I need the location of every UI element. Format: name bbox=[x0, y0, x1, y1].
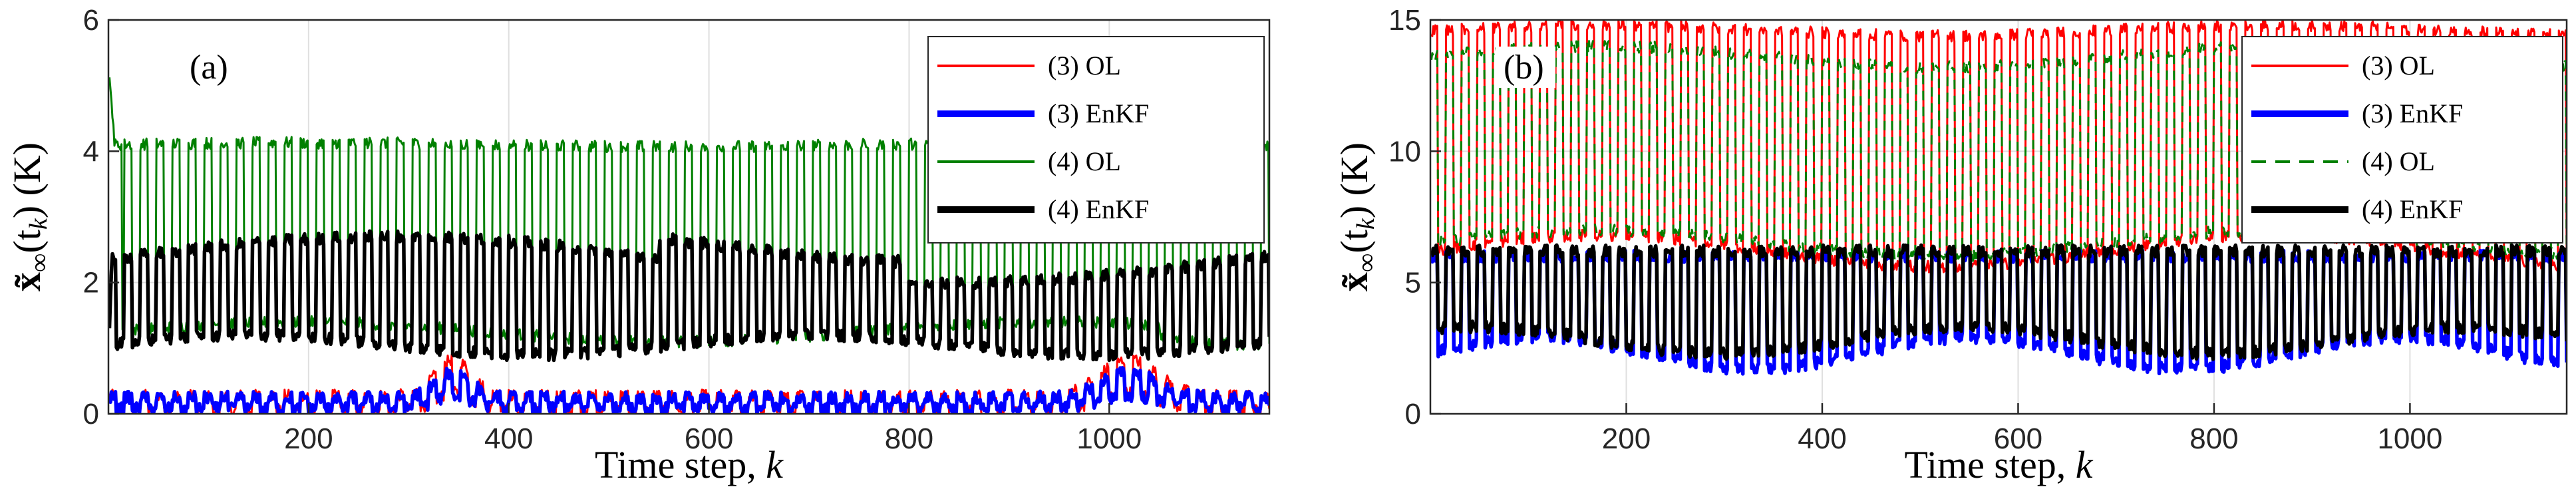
legend: (3) OL (3) EnKF (4) OL (4) EnKF bbox=[927, 36, 1265, 244]
legend-entry: (3) EnKF bbox=[1048, 98, 1149, 128]
panel-label: (a) bbox=[190, 49, 228, 86]
y-tick-label: 10 bbox=[1388, 135, 1421, 168]
panel-b: 200 400 600 800 1000 0 5 10 15 Time step, k x̃∞(tk… bbox=[1333, 4, 2568, 486]
y-tick-label: 0 bbox=[83, 398, 99, 430]
legend-entry: (3) OL bbox=[1048, 51, 1121, 81]
legend-entry: (4) EnKF bbox=[1048, 194, 1149, 224]
legend-entry: (3) EnKF bbox=[2362, 98, 2463, 128]
x-tick-label: 1000 bbox=[2377, 422, 2442, 455]
panel-a: 200 400 600 800 1000 0 2 4 6 Time step, k x̃∞(tk) … bbox=[5, 4, 1271, 486]
y-tick-label: 5 bbox=[1405, 267, 1421, 299]
axes-box bbox=[1429, 19, 2568, 415]
series-line-3-ol bbox=[1430, 20, 2567, 273]
y-tick-label: 0 bbox=[1405, 398, 1421, 430]
axes-box bbox=[107, 19, 1271, 415]
panel-label: (b) bbox=[1504, 49, 1544, 86]
series-line-4-enkf bbox=[108, 229, 1269, 363]
x-tick-label: 400 bbox=[1798, 422, 1846, 455]
legend-entry: (4) OL bbox=[1048, 146, 1121, 176]
x-tick-label: 200 bbox=[1602, 422, 1651, 455]
y-axis-label: x̃∞(tk) (K) bbox=[1333, 142, 1381, 291]
x-tick-label: 1000 bbox=[1076, 422, 1142, 455]
y-tick-label: 15 bbox=[1388, 4, 1421, 37]
x-tick-label: 800 bbox=[2189, 422, 2238, 455]
series-line-4-ol bbox=[1430, 40, 2567, 263]
y-tick-label: 6 bbox=[83, 4, 99, 37]
y-tick-label: 4 bbox=[83, 135, 99, 168]
series-line-3-enkf bbox=[108, 366, 1269, 414]
x-tick-label: 600 bbox=[1994, 422, 2042, 455]
x-tick-label: 800 bbox=[885, 422, 933, 455]
legend: (3) OL (3) EnKF (4) OL (4) EnKF bbox=[2241, 36, 2563, 244]
panel-label-box bbox=[1496, 47, 1555, 88]
legend-entry: (3) OL bbox=[2362, 51, 2435, 81]
legend-entry: (4) OL bbox=[2362, 146, 2435, 176]
x-tick-label: 400 bbox=[484, 422, 533, 455]
x-axis-label: Time step, k bbox=[1904, 443, 2093, 486]
legend-entry: (4) EnKF bbox=[2362, 194, 2463, 224]
x-tick-label: 200 bbox=[284, 422, 333, 455]
series-line-4-enkf bbox=[1430, 243, 2567, 361]
y-tick-label: 2 bbox=[83, 267, 99, 299]
x-tick-label: 600 bbox=[685, 422, 733, 455]
y-axis-label: x̃∞(tk) (K) bbox=[5, 142, 54, 291]
x-axis-label: Time step, k bbox=[595, 443, 784, 486]
